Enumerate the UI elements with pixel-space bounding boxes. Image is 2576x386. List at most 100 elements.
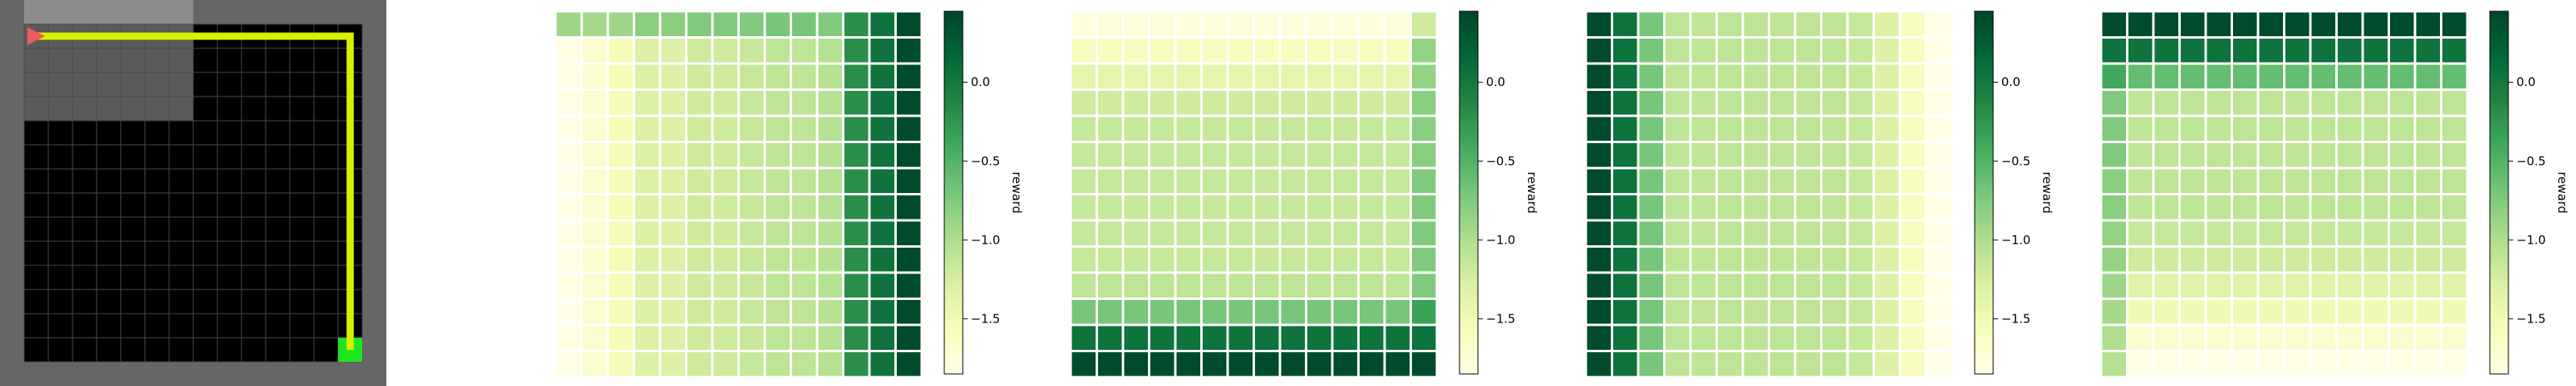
heatmap-cell bbox=[1410, 10, 1439, 39]
heatmap-cell bbox=[2388, 245, 2417, 274]
heatmap-cell bbox=[1410, 193, 1439, 222]
heatmap-cell bbox=[1278, 114, 1307, 143]
heatmap-cell bbox=[2178, 323, 2207, 352]
heatmap-cell bbox=[1278, 141, 1307, 170]
heatmap-cell bbox=[1121, 193, 1150, 222]
heatmap-cell bbox=[894, 114, 923, 143]
heatmap-cell bbox=[2309, 245, 2338, 274]
heatmap-cell bbox=[633, 298, 662, 326]
heatmap-cell bbox=[2178, 193, 2207, 222]
heatmap-cell bbox=[1121, 88, 1150, 117]
heatmap-cell bbox=[790, 36, 819, 65]
heatmap-cell bbox=[1584, 323, 1613, 352]
heatmap-cell bbox=[1584, 114, 1613, 143]
heatmap-cell bbox=[2309, 271, 2338, 300]
heatmap-cell bbox=[868, 10, 897, 39]
heatmap-cell bbox=[1741, 36, 1770, 65]
heatmap-cell bbox=[711, 245, 740, 274]
heatmap-cell bbox=[1689, 298, 1718, 326]
heatmap-cell bbox=[1331, 245, 1360, 274]
heatmap-cell bbox=[1069, 166, 1098, 195]
heatmap-cell bbox=[1715, 323, 1744, 352]
heatmap-cell bbox=[711, 88, 740, 117]
heatmap-cell bbox=[1611, 350, 1640, 379]
heatmap-cell bbox=[2204, 219, 2233, 248]
heatmap-cell bbox=[2231, 298, 2260, 326]
heatmap-cell bbox=[1226, 166, 1255, 195]
heatmap-cell bbox=[815, 193, 844, 222]
heatmap-cell bbox=[2099, 114, 2128, 143]
heatmap-cell bbox=[1174, 298, 1203, 326]
heatmap-cell bbox=[1096, 298, 1125, 326]
heatmap-cell bbox=[1820, 36, 1849, 65]
heatmap-cell bbox=[1689, 323, 1718, 352]
heatmap-cell bbox=[1820, 166, 1849, 195]
heatmap-cell bbox=[606, 245, 635, 274]
heatmap-cell bbox=[737, 36, 766, 65]
reward-heatmap-1: 0.0 −0.5 −1.0 −1.5 reward bbox=[554, 10, 1024, 379]
heatmap-cell bbox=[2152, 219, 2181, 248]
heatmap-cell bbox=[842, 271, 871, 300]
heatmap-cell bbox=[2361, 193, 2390, 222]
heatmap-cell bbox=[1611, 193, 1640, 222]
heatmap-cell bbox=[790, 166, 819, 195]
reward-heatmap-4: 0.0 −0.5 −1.0 −1.5 reward bbox=[2099, 10, 2570, 379]
heatmap-cell bbox=[1121, 350, 1150, 379]
heatmap-cell bbox=[1820, 245, 1849, 274]
heatmap-cell bbox=[1820, 193, 1849, 222]
heatmap-cell bbox=[2256, 271, 2285, 300]
heatmap-cell bbox=[633, 141, 662, 170]
heatmap-cell bbox=[2440, 245, 2469, 274]
heatmap-cell bbox=[2309, 219, 2338, 248]
heatmap-cell bbox=[1584, 298, 1613, 326]
heatmap-cell bbox=[1200, 193, 1229, 222]
heatmap-cell bbox=[2178, 141, 2207, 170]
heatmap-cell bbox=[1305, 298, 1334, 326]
heatmap-cell bbox=[1820, 141, 1849, 170]
heatmap-cell bbox=[1794, 323, 1823, 352]
heatmap-cell bbox=[2388, 114, 2417, 143]
heatmap-cell bbox=[1148, 166, 1177, 195]
heatmap-cell bbox=[1715, 219, 1744, 248]
heatmap-cell bbox=[2126, 298, 2155, 326]
heatmap-cell bbox=[1148, 219, 1177, 248]
heatmap-cell bbox=[1872, 88, 1901, 117]
heatmap-cell bbox=[1148, 36, 1177, 65]
heatmap-cell bbox=[2283, 166, 2312, 195]
heatmap-cell bbox=[711, 141, 740, 170]
heatmap-cell bbox=[815, 271, 844, 300]
colorbar-tick-label: −1.0 bbox=[2516, 232, 2545, 247]
heatmap-cell bbox=[894, 298, 923, 326]
heatmap-cell bbox=[1253, 219, 1282, 248]
heatmap-cell bbox=[1637, 88, 1666, 117]
heatmap-cell bbox=[1357, 141, 1386, 170]
heatmap-cell bbox=[606, 36, 635, 65]
heatmap-cell bbox=[685, 298, 714, 326]
heatmap-cell bbox=[1794, 298, 1823, 326]
heatmap-cell bbox=[1331, 271, 1360, 300]
heatmap-cell bbox=[1383, 166, 1412, 195]
heatmap-cell bbox=[1305, 193, 1334, 222]
heatmap-cell bbox=[1305, 245, 1334, 274]
heatmap-cell bbox=[894, 245, 923, 274]
heatmap-cell bbox=[1331, 10, 1360, 39]
heatmap-cell bbox=[763, 271, 792, 300]
heatmap-cell bbox=[2283, 219, 2312, 248]
heatmap-cell bbox=[2361, 323, 2390, 352]
heatmap-cell bbox=[1820, 298, 1849, 326]
heatmap-cell bbox=[633, 219, 662, 248]
heatmap-cell bbox=[2361, 36, 2390, 65]
heatmap-cell bbox=[633, 350, 662, 379]
heatmap-cell bbox=[2335, 62, 2364, 91]
heatmap-cell bbox=[1148, 350, 1177, 379]
heatmap-cell bbox=[1357, 323, 1386, 352]
heatmap-cell bbox=[1305, 10, 1334, 39]
heatmap-cell bbox=[2256, 245, 2285, 274]
heatmap-cell bbox=[1741, 350, 1770, 379]
heatmap-cell bbox=[894, 88, 923, 117]
heatmap-cell bbox=[2231, 271, 2260, 300]
heatmap-cell bbox=[1637, 166, 1666, 195]
heatmap-cell bbox=[2231, 193, 2260, 222]
heatmap-cell bbox=[1898, 323, 1927, 352]
heatmap-cell bbox=[1410, 323, 1439, 352]
